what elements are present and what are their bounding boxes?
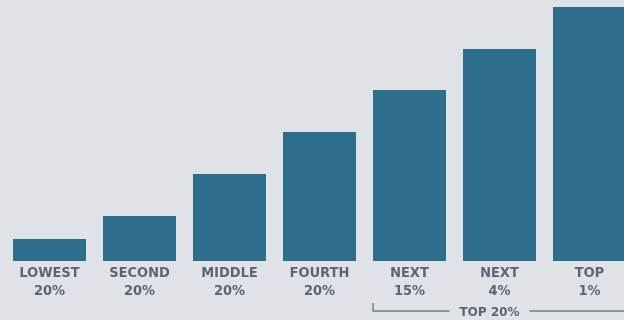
- category-share-3: 20%: [214, 284, 245, 299]
- category-label-5: NEXT: [390, 266, 429, 281]
- category-labels-group: LOWEST 20% SECOND 20% MIDDLE 20% FOURTH 20% NEXT…: [19, 266, 604, 299]
- bar-1: [13, 239, 86, 261]
- category-label-6: NEXT: [480, 266, 519, 281]
- category-share-5: 15%: [394, 284, 425, 299]
- bar-6: [463, 49, 536, 261]
- bars-group: [13, 7, 624, 261]
- bar-5: [373, 90, 446, 261]
- category-share-2: 20%: [124, 284, 155, 299]
- category-share-6: 4%: [488, 284, 510, 299]
- category-label-7: TOP: [575, 266, 604, 281]
- bar-3: [193, 174, 266, 261]
- bar-2: [103, 216, 176, 261]
- category-label-2: SECOND: [109, 266, 170, 281]
- bar-4: [283, 132, 356, 261]
- bar-7: [553, 7, 624, 261]
- category-share-4: 20%: [304, 284, 335, 299]
- bracket-line: [372, 303, 624, 312]
- category-label-3: MIDDLE: [201, 266, 258, 281]
- category-label-1: LOWEST: [19, 266, 79, 281]
- category-label-4: FOURTH: [290, 266, 350, 281]
- category-share-1: 20%: [34, 284, 65, 299]
- bracket-label: TOP 20%: [459, 305, 519, 319]
- top-20-bracket: TOP 20%: [372, 303, 624, 319]
- category-share-7: 1%: [578, 284, 600, 299]
